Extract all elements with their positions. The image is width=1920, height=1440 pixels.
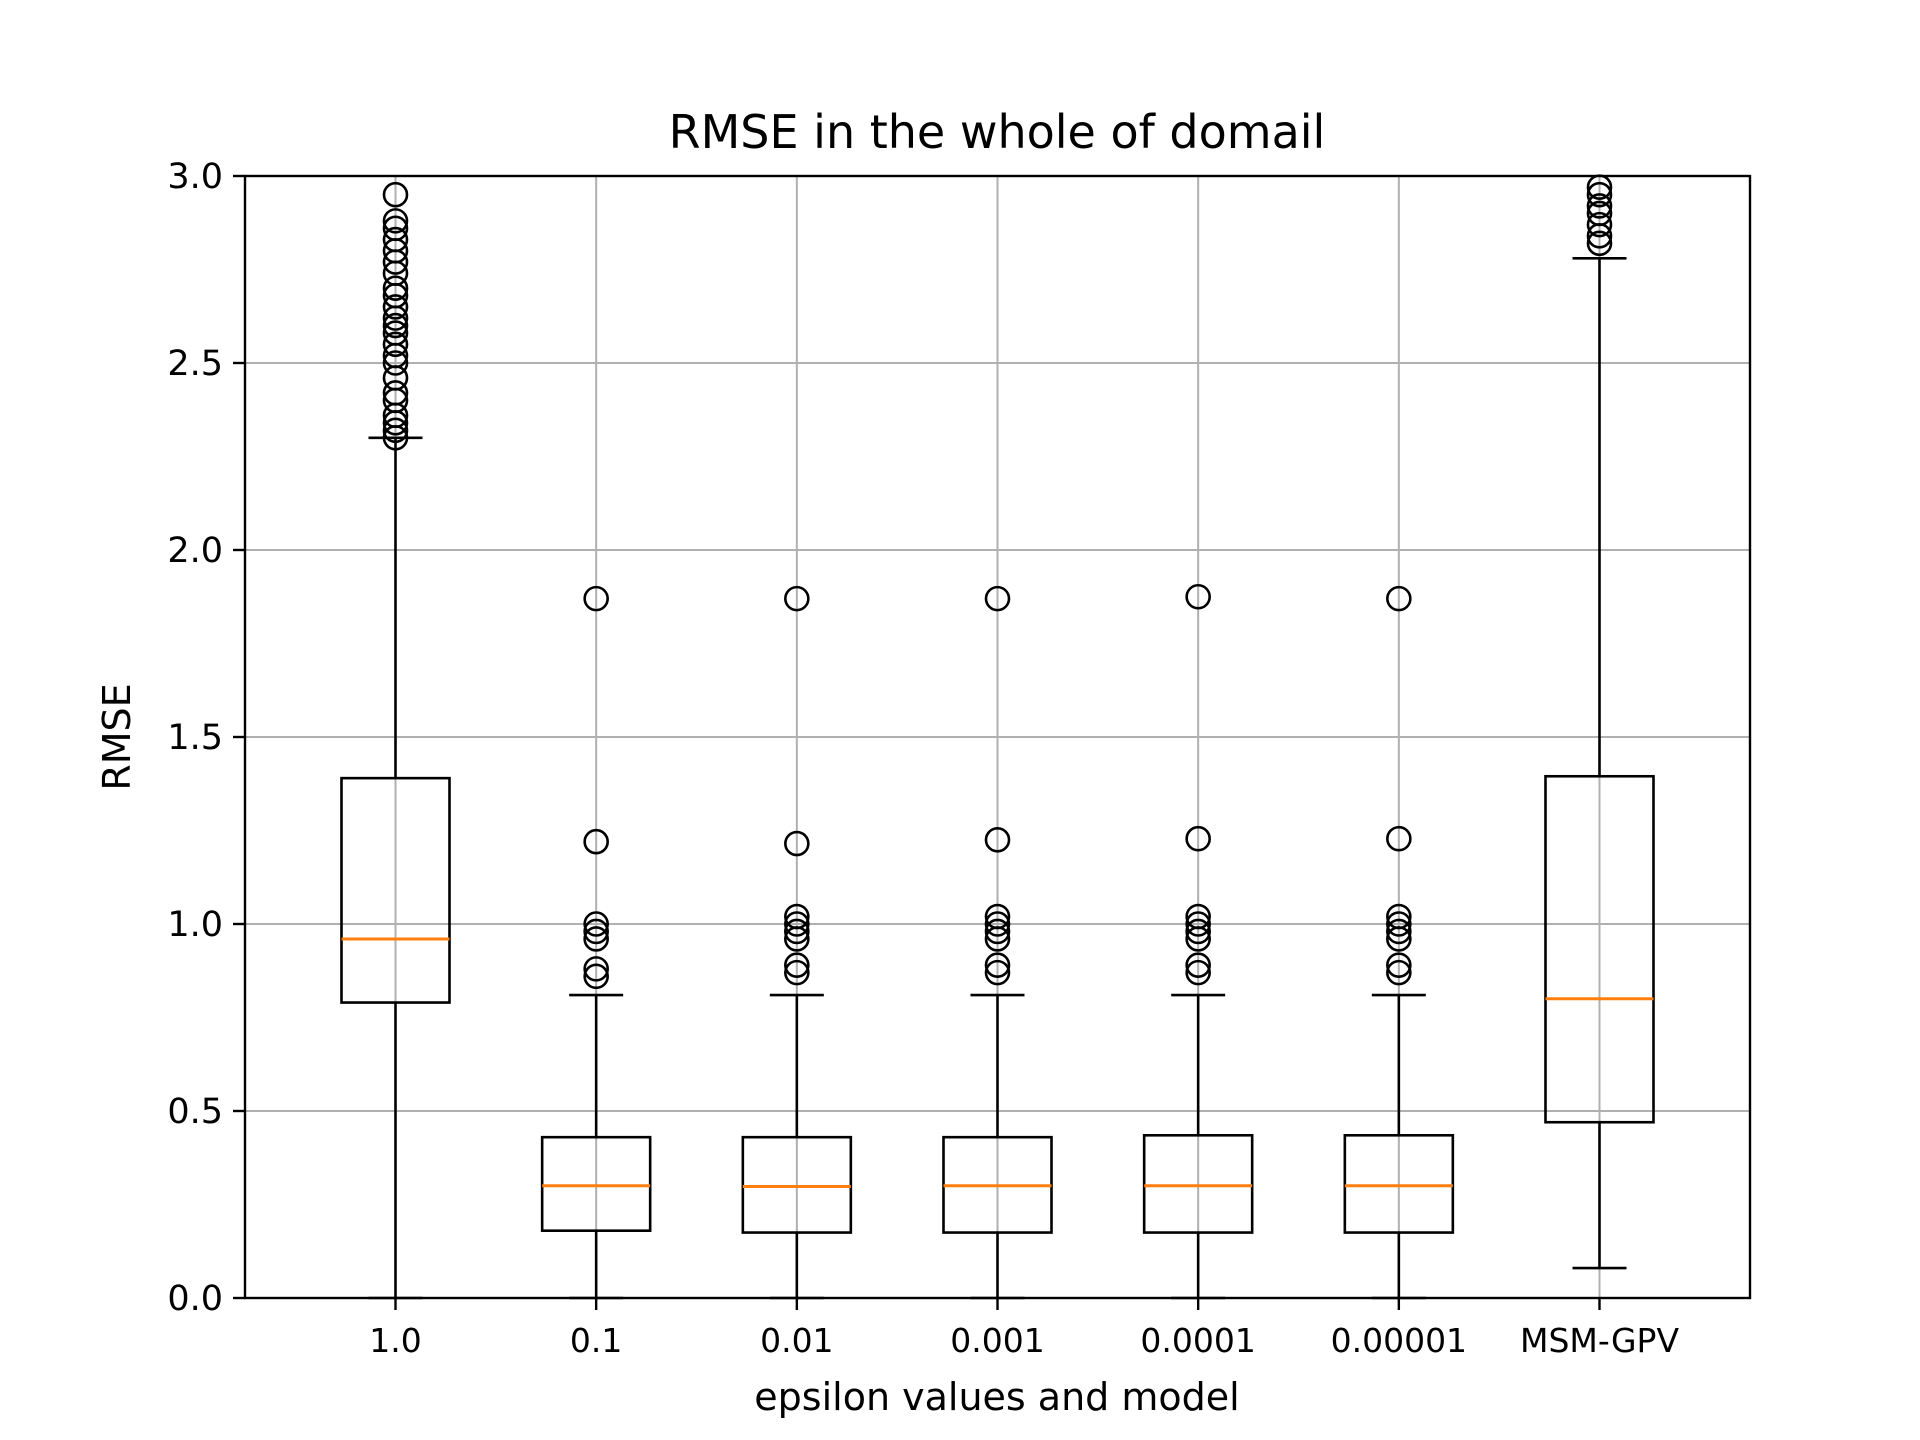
y-tick-label: 1.5 — [167, 718, 223, 758]
flier-point — [1386, 585, 1412, 612]
flier-point — [984, 827, 1011, 853]
box-4 — [1142, 583, 1254, 1300]
x-tick-label: 0.1 — [570, 1321, 622, 1360]
y-tick-label: 2.0 — [167, 531, 223, 571]
flier-point — [382, 294, 409, 320]
flier-point — [784, 959, 810, 986]
box-rect — [540, 1135, 652, 1232]
flier-point — [984, 918, 1011, 945]
x-tick-label: MSM-GPV — [1520, 1321, 1679, 1360]
flier-point — [382, 215, 409, 242]
x-tick-label: 0.001 — [950, 1321, 1044, 1360]
flier-point — [583, 585, 609, 612]
x-tick-label: 0.00001 — [1331, 1321, 1467, 1360]
flier-point — [1586, 181, 1613, 208]
flier-point — [1586, 211, 1613, 238]
flier-point — [984, 959, 1011, 986]
flier-point — [382, 417, 409, 444]
box-rect — [1544, 774, 1655, 1124]
flier-point — [984, 585, 1011, 612]
flier-point — [784, 952, 810, 978]
flier-point — [984, 952, 1011, 978]
flier-point — [1386, 911, 1412, 937]
x-tick-label: 1.0 — [369, 1321, 421, 1360]
flier-point — [1386, 959, 1412, 986]
box-rect — [1343, 1134, 1455, 1234]
flier-point — [1185, 911, 1211, 937]
flier-point — [784, 830, 810, 857]
flier-point — [784, 585, 810, 612]
flier-point — [583, 828, 609, 855]
y-tick-label: 0.0 — [167, 1279, 223, 1319]
flier-point — [784, 918, 810, 945]
y-axis-label: RMSE — [95, 683, 139, 790]
flier-point — [382, 380, 409, 406]
box-0 — [340, 181, 451, 1300]
flier-point — [382, 312, 409, 339]
flier-point — [984, 911, 1011, 937]
flier-point — [382, 331, 409, 358]
box-rect — [1142, 1134, 1254, 1234]
flier-point — [1185, 952, 1211, 978]
flier-point — [583, 911, 609, 937]
flier-point — [984, 903, 1011, 930]
flier-point — [382, 275, 409, 302]
flier-point — [382, 181, 409, 208]
flier-point — [1586, 193, 1613, 219]
flier-point — [1185, 583, 1211, 610]
flier-point — [1185, 918, 1211, 945]
flier-point — [1586, 230, 1613, 257]
flier-point — [583, 956, 609, 982]
box-3 — [942, 585, 1053, 1300]
y-tick-label: 1.0 — [167, 905, 223, 945]
x-tick-label: 0.01 — [760, 1321, 833, 1360]
flier-point — [583, 963, 609, 990]
flier-point — [382, 226, 409, 253]
flier-point — [1386, 918, 1412, 945]
y-axis: 0.0 0.5 1.0 1.5 2.0 2.5 3.0 — [167, 157, 245, 1319]
flier-point — [1386, 952, 1412, 978]
flier-point — [1586, 200, 1613, 227]
y-tick-label: 2.5 — [167, 344, 223, 384]
chart-title: RMSE in the whole of domail — [669, 105, 1326, 159]
flier-point — [784, 911, 810, 937]
box-6 — [1544, 174, 1655, 1270]
box-1 — [540, 585, 652, 1300]
x-tick-label: 0.0001 — [1140, 1321, 1255, 1360]
flier-point — [382, 320, 409, 346]
box-rect — [741, 1135, 853, 1234]
y-tick-label: 0.5 — [167, 1092, 223, 1132]
x-axis: 1.0 0.1 0.01 0.001 0.0001 0.00001 MSM-GPV — [369, 1298, 1679, 1360]
flier-point — [1386, 903, 1412, 930]
x-axis-label: epsilon values and model — [754, 1375, 1239, 1419]
flier-point — [784, 903, 810, 930]
flier-point — [1386, 825, 1412, 852]
flier-point — [583, 918, 609, 945]
box-rect — [340, 776, 451, 1004]
flier-point — [382, 350, 409, 376]
flier-point — [1185, 903, 1211, 930]
flier-point — [1185, 825, 1211, 852]
flier-point — [382, 208, 409, 234]
y-tick-label: 3.0 — [167, 157, 223, 197]
flier-point — [583, 926, 609, 952]
flier-point — [1185, 959, 1211, 986]
